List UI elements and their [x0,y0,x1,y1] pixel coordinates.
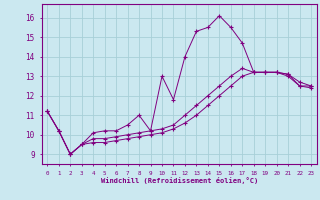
X-axis label: Windchill (Refroidissement éolien,°C): Windchill (Refroidissement éolien,°C) [100,177,258,184]
